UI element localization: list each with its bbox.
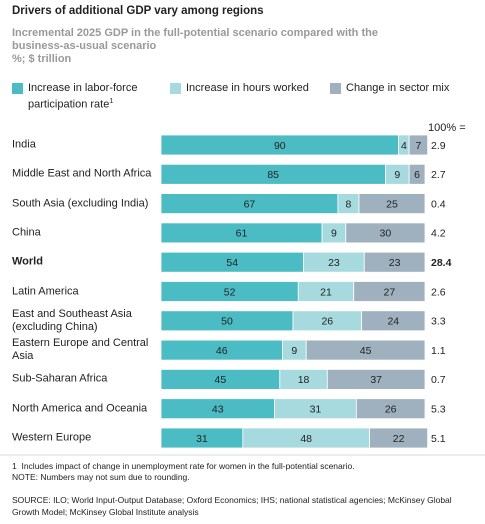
bar-segment <box>361 310 426 332</box>
category-label: South Asia (excluding India) <box>12 197 149 210</box>
bar-segment <box>355 398 426 420</box>
value-label: 31 <box>196 433 208 445</box>
legend-text: Increase in hours worked <box>186 82 309 94</box>
total-label: 2.6 <box>431 286 446 298</box>
category-label: World <box>12 255 43 268</box>
legend-text: Increase in labor-force participation ra… <box>28 82 138 111</box>
category-label: Middle East and North Africa <box>12 167 152 180</box>
legend-label: Increase in hours worked <box>186 82 336 95</box>
total-label: 0.7 <box>431 374 446 386</box>
total-label: 5.3 <box>431 403 446 415</box>
value-label: 45 <box>215 374 227 386</box>
total-label: 1.1 <box>431 345 446 357</box>
total-label: 0.4 <box>431 198 446 210</box>
value-label: 6 <box>414 169 420 181</box>
value-label: 7 <box>415 140 421 152</box>
footnote-marker: 1 <box>12 461 17 471</box>
bar-segment <box>363 251 426 273</box>
value-label: 25 <box>386 198 398 210</box>
value-label: 67 <box>244 198 256 210</box>
legend-swatch <box>12 83 23 94</box>
value-label: 45 <box>360 345 372 357</box>
bar-segment <box>353 281 426 302</box>
value-label: 50 <box>221 316 233 328</box>
bar-segment <box>305 339 426 361</box>
value-label: 9 <box>291 345 297 357</box>
value-label: 8 <box>346 198 352 210</box>
total-label: 2.7 <box>431 169 446 181</box>
total-label: 3.3 <box>431 316 446 328</box>
legend-text: Change in sector mix <box>346 82 450 94</box>
total-label: 5.1 <box>431 433 446 445</box>
value-label: 23 <box>328 257 340 269</box>
total-label: 2.9 <box>431 140 446 152</box>
footnote: Includes impact of change in unemploymen… <box>21 461 355 471</box>
bar-segment <box>326 368 426 390</box>
category-label: East and Southeast Asia (excluding China… <box>12 307 132 333</box>
totals-header: 100% = <box>428 122 466 134</box>
value-label: 21 <box>320 286 332 298</box>
value-label: 31 <box>310 403 322 415</box>
value-label: 90 <box>274 140 286 152</box>
chart-title: Drivers of additional GDP vary among reg… <box>12 5 264 17</box>
legend-label: Increase in labor-force participation ra… <box>28 82 158 112</box>
value-label: 61 <box>236 228 248 240</box>
value-label: 37 <box>370 374 382 386</box>
value-label: 30 <box>380 228 392 240</box>
legend-footnote-marker: 1 <box>109 98 114 105</box>
total-label: 28.4 <box>431 257 452 269</box>
value-label: 26 <box>321 316 333 328</box>
value-label: 85 <box>267 169 279 181</box>
bar-segment <box>408 163 426 185</box>
category-label: North America and Oceania <box>12 402 148 415</box>
category-label: China <box>12 226 41 239</box>
value-label: 22 <box>393 433 405 445</box>
value-label: 54 <box>226 257 238 269</box>
units: %; $ trillion <box>12 53 72 65</box>
subtitle: Incremental 2025 GDP in the full-potenti… <box>12 27 378 52</box>
footnote-row: 1 Includes impact of change in unemploym… <box>12 461 355 472</box>
value-label: 26 <box>385 403 397 415</box>
total-label: 4.2 <box>431 228 446 240</box>
value-label: 4 <box>401 140 407 152</box>
value-label: 9 <box>331 228 337 240</box>
value-label: 27 <box>384 286 396 298</box>
bar-segment <box>358 193 426 215</box>
legend-swatch <box>170 83 181 94</box>
note: NOTE: Numbers may not sum due to roundin… <box>12 472 190 482</box>
legend-swatch <box>330 83 341 94</box>
value-label: 9 <box>394 169 400 181</box>
category-label: Western Europe <box>12 431 92 444</box>
value-label: 46 <box>216 345 228 357</box>
category-label: India <box>12 138 36 151</box>
category-label: Eastern Europe and Central Asia <box>12 337 149 363</box>
source: SOURCE: ILO; World Input-Output Database… <box>12 495 452 517</box>
value-label: 52 <box>224 286 236 298</box>
value-label: 18 <box>298 374 310 386</box>
category-label: Latin America <box>12 285 79 297</box>
value-label: 48 <box>300 433 312 445</box>
bar-segment <box>408 134 429 156</box>
value-label: 43 <box>212 403 224 415</box>
legend-label: Change in sector mix <box>346 82 485 95</box>
value-label: 23 <box>389 257 401 269</box>
category-label: Sub-Saharan Africa <box>12 372 108 385</box>
bar-segment <box>369 427 429 449</box>
bar-segment <box>345 222 426 244</box>
value-label: 24 <box>387 316 399 328</box>
